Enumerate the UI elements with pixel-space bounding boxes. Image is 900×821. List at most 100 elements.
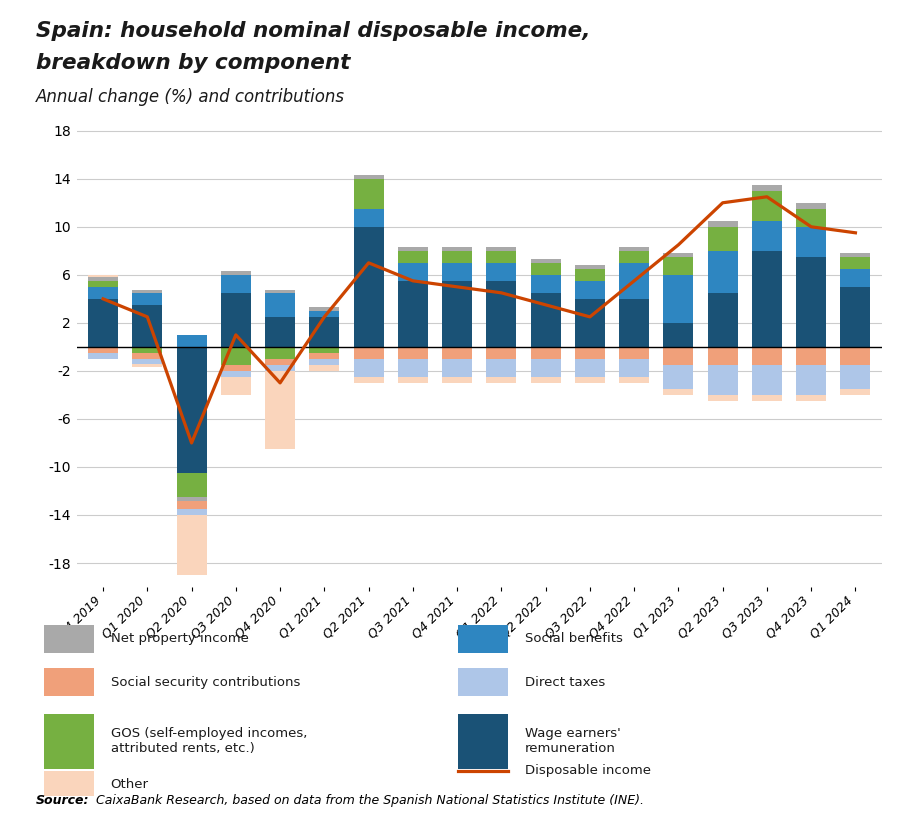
Bar [310, 311, 339, 317]
Bar [88, 299, 118, 346]
Bar [398, 281, 428, 346]
Bar [841, 253, 870, 257]
Bar [265, 371, 295, 449]
Bar [619, 247, 649, 251]
Bar [841, 257, 870, 268]
Bar [575, 359, 605, 377]
Bar [132, 346, 162, 353]
Bar [707, 221, 738, 227]
Bar [663, 365, 694, 389]
Bar [796, 365, 826, 395]
Bar [44, 668, 94, 696]
Bar [531, 377, 561, 383]
Bar [619, 359, 649, 377]
Bar [663, 253, 694, 257]
Bar [220, 293, 251, 346]
Bar [220, 271, 251, 275]
Bar [458, 713, 508, 768]
Bar [442, 281, 472, 346]
Bar [265, 365, 295, 371]
Bar [44, 625, 94, 653]
Text: Source:: Source: [36, 794, 89, 807]
Bar [442, 247, 472, 251]
Bar [707, 346, 738, 365]
Bar [220, 275, 251, 293]
Bar [458, 625, 508, 653]
Bar [796, 203, 826, 209]
Bar [486, 251, 517, 263]
Bar [88, 277, 118, 281]
Text: Net property income: Net property income [111, 632, 248, 645]
Bar [265, 359, 295, 365]
Bar [265, 317, 295, 346]
Bar [310, 353, 339, 359]
Bar [486, 263, 517, 281]
Bar [707, 227, 738, 251]
Bar [354, 359, 383, 377]
Bar [310, 359, 339, 365]
Bar [841, 365, 870, 389]
Bar [663, 346, 694, 365]
Text: Spain: household nominal disposable income,: Spain: household nominal disposable inco… [36, 21, 590, 40]
Text: GOS (self-employed incomes,
attributed rents, etc.): GOS (self-employed incomes, attributed r… [111, 727, 307, 755]
Bar [619, 377, 649, 383]
Bar [176, 335, 207, 346]
Bar [398, 377, 428, 383]
Bar [619, 263, 649, 299]
Bar [44, 771, 94, 798]
Bar [220, 371, 251, 377]
Bar [531, 263, 561, 275]
Bar [575, 377, 605, 383]
Text: Direct taxes: Direct taxes [525, 676, 605, 689]
Bar [132, 359, 162, 364]
Bar [265, 346, 295, 359]
Bar [220, 377, 251, 395]
Bar [176, 346, 207, 473]
Bar [707, 395, 738, 401]
Text: breakdown by component: breakdown by component [36, 53, 350, 73]
Bar [88, 281, 118, 287]
Bar [265, 293, 295, 317]
Bar [841, 287, 870, 346]
Bar [752, 365, 782, 395]
Bar [663, 323, 694, 346]
Bar [310, 365, 339, 371]
Bar [619, 299, 649, 346]
Bar [132, 364, 162, 367]
Bar [458, 668, 508, 696]
Bar [663, 257, 694, 275]
Bar [310, 346, 339, 353]
Bar [796, 257, 826, 346]
Bar [176, 497, 207, 501]
Bar [841, 389, 870, 395]
Bar [442, 377, 472, 383]
Bar [796, 227, 826, 257]
Bar [619, 346, 649, 359]
Bar [796, 395, 826, 401]
Bar [176, 501, 207, 509]
Bar [354, 377, 383, 383]
Bar [841, 268, 870, 287]
Bar [796, 346, 826, 365]
Bar [575, 281, 605, 299]
Bar [176, 473, 207, 497]
Bar [619, 251, 649, 263]
Bar [132, 305, 162, 346]
Text: Social benefits: Social benefits [525, 632, 623, 645]
Bar [88, 287, 118, 299]
Bar [398, 251, 428, 263]
Bar [354, 179, 383, 209]
Bar [310, 307, 339, 311]
Bar [398, 346, 428, 359]
Bar [575, 299, 605, 346]
Bar [752, 251, 782, 346]
Bar [220, 365, 251, 371]
Bar [132, 291, 162, 293]
Bar [132, 353, 162, 359]
Text: Annual change (%) and contributions: Annual change (%) and contributions [36, 88, 345, 106]
Bar [310, 317, 339, 346]
Bar [841, 346, 870, 365]
Text: CaixaBank Research, based on data from the Spanish National Statistics Institute: CaixaBank Research, based on data from t… [92, 794, 644, 807]
Bar [486, 346, 517, 359]
Bar [575, 265, 605, 268]
